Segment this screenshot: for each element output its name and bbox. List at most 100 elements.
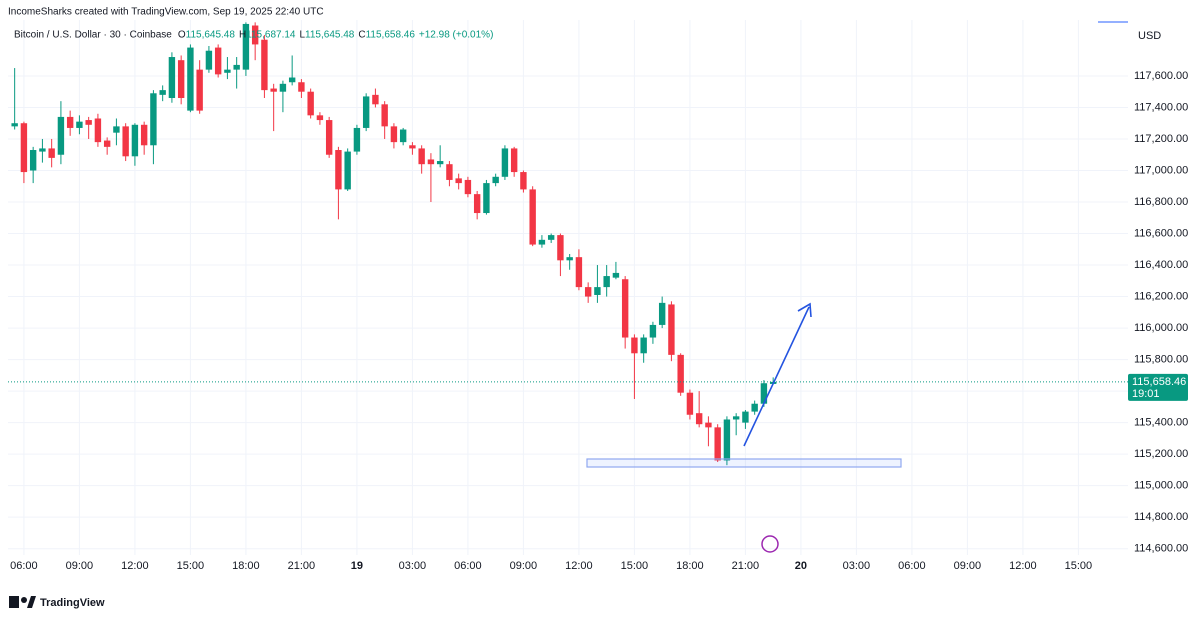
candle-body <box>242 23 250 70</box>
candle-body <box>547 235 555 240</box>
candle-body <box>344 151 351 190</box>
x-tick-label: 09:00 <box>954 560 982 572</box>
candle-body <box>566 257 573 261</box>
candle-body <box>288 77 296 83</box>
candle-body <box>307 91 314 116</box>
candle-body <box>575 257 583 288</box>
candle-body <box>187 47 194 111</box>
candle-body <box>742 411 749 423</box>
x-tick-label: 09:00 <box>66 560 94 572</box>
candle-body <box>473 194 481 214</box>
symbol: Bitcoin / U.S. Dollar · 30 · Coinbase <box>14 30 172 41</box>
candle-body <box>714 427 721 461</box>
candle-body <box>205 50 213 70</box>
price-tag <box>1128 373 1188 401</box>
candle-body <box>381 104 388 127</box>
ohlc-key: L <box>299 30 305 41</box>
candle-body <box>353 127 361 152</box>
candle-body <box>150 93 157 146</box>
y-tick-label: 116,800.00 <box>1134 196 1188 208</box>
y-tick-label: 114,800.00 <box>1134 511 1188 523</box>
credit: IncomeSharks created with TradingView.co… <box>8 7 324 18</box>
x-tick-label: 12:00 <box>565 560 593 572</box>
candle-body <box>732 416 740 420</box>
y-tick-label: 114,600.00 <box>1134 543 1188 555</box>
y-tick-label: 116,400.00 <box>1134 259 1188 271</box>
y-tick-label: 117,600.00 <box>1134 70 1188 82</box>
y-tick-label: 115,800.00 <box>1134 354 1188 366</box>
candle-body <box>29 150 37 171</box>
candle-body <box>621 279 629 338</box>
candle-body <box>57 116 65 155</box>
y-tick-label: 115,000.00 <box>1134 480 1188 492</box>
candle-body <box>695 413 703 425</box>
ohlc-value: 115,658.46 <box>366 30 416 41</box>
candle-body <box>677 354 684 393</box>
logo-mark <box>27 596 36 608</box>
candle-body <box>649 324 657 338</box>
ohlc-key: H <box>239 30 246 41</box>
brand: TradingView <box>40 597 105 609</box>
y-tick-label: 116,000.00 <box>1134 322 1188 334</box>
candle-body <box>668 304 675 355</box>
candle-body <box>427 159 435 165</box>
y-tick-label: 115,400.00 <box>1134 417 1188 429</box>
support-box <box>586 458 902 468</box>
y-tick-label: 115,200.00 <box>1134 448 1188 460</box>
candle-body <box>584 287 592 297</box>
candle-body <box>640 337 647 354</box>
x-tick-label: 19 <box>351 560 363 572</box>
x-tick-label: 06:00 <box>898 560 926 572</box>
candle-body <box>113 126 120 133</box>
candle-body <box>510 148 518 173</box>
logo-mark <box>21 597 27 603</box>
candle-body <box>335 150 342 190</box>
candle-body <box>103 140 111 147</box>
candle-body <box>261 39 268 91</box>
candle-body <box>94 118 102 143</box>
x-tick-label: 15:00 <box>621 560 649 572</box>
candle-body <box>464 179 472 195</box>
candle-body <box>131 124 139 157</box>
candle-body <box>122 126 129 157</box>
candle-body <box>325 120 333 155</box>
candle-body <box>177 60 185 99</box>
x-tick-label: 18:00 <box>232 560 260 572</box>
candle-body <box>436 161 444 165</box>
candle-body <box>557 235 564 261</box>
ohlc-key: C <box>358 30 365 41</box>
price-tag-label: 115,658.46 <box>1132 376 1186 388</box>
candle-body <box>85 120 92 125</box>
x-tick-label: 06:00 <box>454 560 482 572</box>
countdown: 19:01 <box>1132 388 1160 400</box>
x-tick-label: 06:00 <box>10 560 38 572</box>
candle-body <box>140 124 148 146</box>
candle-body <box>298 82 305 92</box>
x-tick-label: 15:00 <box>177 560 205 572</box>
candles <box>8 22 1128 466</box>
x-tick-label: 12:00 <box>1009 560 1037 572</box>
y-tick-label: 116,600.00 <box>1134 227 1188 239</box>
candle-body <box>455 178 462 184</box>
x-tick-label: 18:00 <box>676 560 704 572</box>
candle-body <box>270 88 277 92</box>
ohlc-key: O <box>178 30 186 41</box>
brand-logo: TradingView <box>9 596 105 609</box>
y-tick-label: 117,200.00 <box>1134 133 1188 145</box>
ohlc-value: 115,645.48 <box>186 30 236 41</box>
candle-body <box>538 239 546 245</box>
candle-body <box>214 47 222 75</box>
ohlc-value: 115,645.48 <box>305 30 355 41</box>
candle-body <box>316 115 324 121</box>
candle-body <box>362 96 370 128</box>
candle-body <box>168 57 176 99</box>
candle-body <box>658 302 666 325</box>
candle-body <box>705 422 712 428</box>
candle-body <box>224 69 231 73</box>
currency: USD <box>1138 30 1161 42</box>
x-tick-label: 15:00 <box>1065 560 1093 572</box>
x-tick-label: 09:00 <box>510 560 538 572</box>
x-tick-label: 21:00 <box>732 560 760 572</box>
candle-body <box>446 164 453 180</box>
